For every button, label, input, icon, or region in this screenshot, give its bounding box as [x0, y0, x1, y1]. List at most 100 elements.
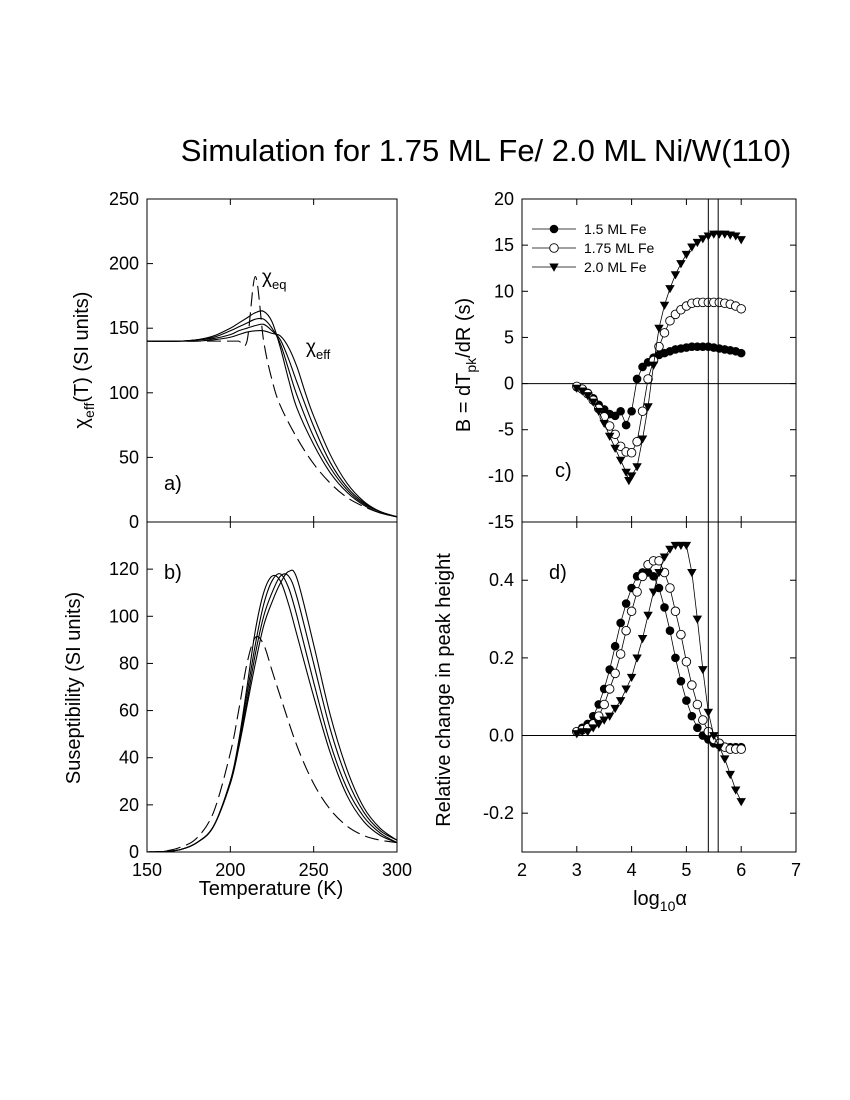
panel-b-frame — [146, 521, 398, 853]
panel-d-series-3-point — [604, 712, 615, 721]
panel-d-series-3-point — [681, 541, 692, 551]
panel-c-ylabel: B = dTpk/dR (s) — [453, 298, 479, 432]
panel-c-series-3-point — [654, 324, 664, 333]
panel-d-series-3-point — [632, 654, 642, 663]
panel-c-series-3-point — [615, 456, 626, 465]
legend: 1.5 ML Fe 1.75 ML Fe 2.0 ML Fe — [532, 221, 655, 275]
panel-d-ytick-label: 0.2 — [489, 648, 514, 668]
panel-c-ticks: -15 -10 -5 0 5 10 15 20 — [488, 189, 796, 532]
panel-d-series-2-point — [615, 649, 626, 659]
x-tick-label: 150 — [132, 860, 162, 880]
panel-d-series-3-point — [714, 743, 725, 752]
panel-c-series-3-point — [588, 398, 598, 407]
panel-d-series-3-point — [572, 730, 582, 739]
panel-a-ytick-label: 150 — [109, 318, 139, 338]
panel-d-series-3-point — [654, 569, 664, 578]
panel-d-series-3-point — [621, 685, 631, 694]
panel-c-ytick-label: -15 — [488, 512, 514, 532]
panel-a-ticks: 0 50 100 150 200 250 — [109, 189, 153, 532]
panel-d-series-2-point — [687, 680, 697, 690]
legend-markers — [532, 224, 576, 272]
panel-a-ytick-label: 50 — [119, 447, 139, 467]
panel-c-series-3-point — [730, 232, 741, 241]
panel-d-series-3-point — [709, 732, 719, 741]
panel-c-series-2-point — [626, 448, 637, 458]
chi-eff-label: χeff — [306, 337, 331, 362]
panel-c-series-3-point — [692, 238, 703, 248]
panel-a-curve-1 — [147, 275, 398, 518]
panel-b-ytick-label: 80 — [119, 653, 139, 673]
panel-d-series-1-point — [682, 696, 691, 705]
panel-d-frame — [521, 521, 797, 853]
panel-d-series-1-point — [610, 641, 620, 651]
panel-c-ytick-label: 10 — [494, 281, 514, 301]
panel-d-series-3-point — [698, 666, 708, 675]
panel-d-series-1-point — [660, 603, 669, 612]
panel-c-series-3-point — [665, 285, 675, 294]
panel-a-label: a) — [164, 473, 182, 495]
panel-c-series-2-point — [659, 328, 670, 338]
panel-d-series-3-point — [665, 545, 675, 554]
left-xlabel: Temperature (K) — [199, 878, 344, 900]
panel-d-series-1-point — [621, 599, 631, 608]
panel-b: 0 20 40 60 80 100 120 b) Suseptibility (SI uni… — [63, 521, 398, 862]
panel-d-series-1-point — [671, 653, 680, 663]
panel-d-series-1-point — [649, 572, 658, 581]
panel-b-series — [146, 569, 398, 853]
panel-b-ytick-label: 20 — [119, 795, 139, 815]
panel-a-frame — [146, 198, 398, 523]
panel-d-series-2-point — [665, 583, 675, 593]
panel-d-series-3-point — [593, 720, 604, 729]
panel-d-series-2-point — [736, 744, 746, 754]
panel-d-series-1-point — [687, 711, 697, 721]
panel-d-series-2-point — [676, 629, 686, 640]
panel-d-series-3-point — [659, 553, 670, 562]
panel-d-series-3-point — [725, 770, 735, 780]
panel-a-series — [146, 275, 398, 518]
panel-d-series-3-point — [599, 716, 609, 725]
panel-d-ylabel: Relative change in peak height — [433, 553, 455, 827]
panel-b-ytick-label: 120 — [109, 559, 139, 579]
panel-d-series-2-point — [621, 625, 631, 636]
x-tick-label: 5 — [681, 860, 691, 880]
panel-c-series-3-point — [659, 301, 670, 310]
panel-a-ytick-label: 100 — [109, 383, 139, 403]
chi-eq-label: χeq — [262, 267, 286, 292]
panel-d-series-3-point — [588, 724, 598, 733]
panel-a-curve-4 — [146, 323, 398, 518]
panel-d-series-3-point — [687, 569, 697, 578]
panel-b-ytick-label: 60 — [119, 701, 139, 721]
panel-c-series-2-point — [637, 406, 648, 417]
panel-b-curve-3 — [146, 573, 398, 853]
panel-d-series — [522, 541, 796, 807]
panel-c-series-3-point — [698, 235, 708, 244]
panel-c-series-3-point — [681, 250, 692, 260]
panel-c-series-3-point — [676, 260, 686, 269]
legend-label-1: 1.5 ML Fe — [584, 221, 647, 237]
right-xlabel: log10α — [633, 888, 687, 914]
panel-a-ytick-label: 250 — [109, 189, 139, 209]
left-x-ticks: 150 200 250 300 — [132, 199, 412, 880]
panel-d-series-2-point — [604, 684, 615, 694]
panel-b-ytick-label: 40 — [119, 748, 139, 768]
panel-d-series-2-point — [632, 587, 642, 597]
panel-d-series-2-point — [626, 606, 637, 617]
panel-d-series-2-point — [599, 699, 609, 710]
panel-d-series-2-point — [681, 657, 692, 667]
panel-c-series-3-point — [637, 435, 648, 444]
panel-b-ytick-label: 100 — [109, 606, 139, 626]
x-tick-label: 200 — [215, 860, 245, 880]
x-tick-label: 3 — [572, 860, 582, 880]
panel-d-label: d) — [549, 562, 567, 584]
panel-d-series-3-point — [637, 635, 648, 644]
panel-c-series-3-point — [604, 432, 615, 441]
legend-marker-3 — [549, 263, 559, 272]
right-x-ticks: 2 3 4 5 6 7 — [517, 199, 801, 880]
panel-b-curve-1 — [146, 635, 398, 853]
panel-d-series-3-point — [692, 615, 703, 624]
panel-d-series-3-point — [643, 611, 653, 620]
panel-b-ticks: 0 20 40 60 80 100 120 — [109, 559, 153, 862]
panel-c-series-3-point — [687, 243, 697, 252]
panel-b-ytick-label: 0 — [129, 842, 139, 862]
